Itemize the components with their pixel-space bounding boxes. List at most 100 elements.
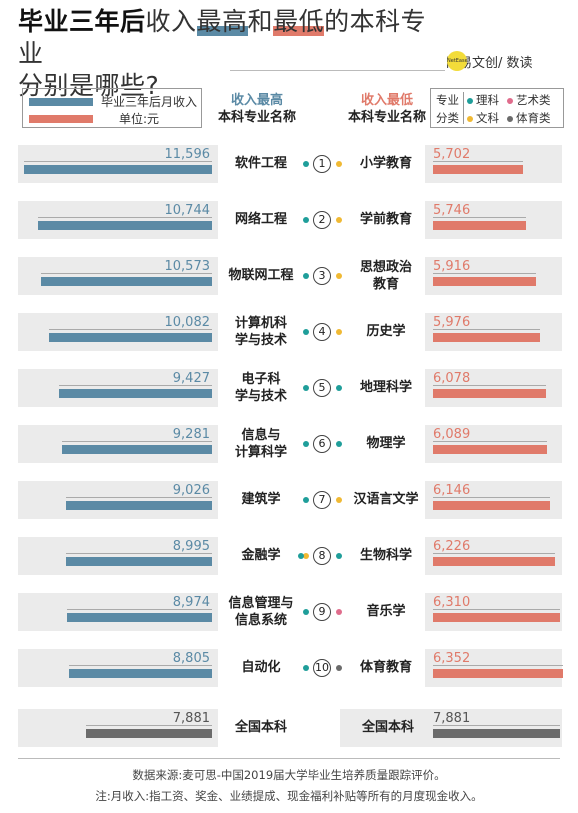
high-bar [24,165,212,174]
high-category-dot [303,329,309,335]
low-bar [433,501,550,510]
high-major-name: 信息与 计算科学 [234,428,287,460]
low-value-label: 5,916 [433,259,471,274]
row-panel-left [18,201,218,239]
header-lowest: 收入最低 本科专业名称 [340,92,434,126]
low-value-label: 6,078 [433,371,471,386]
low-category-dot [336,497,342,503]
low-category-dot [336,329,342,335]
high-value-line [69,665,212,666]
high-major-name: 软件工程 [234,156,287,171]
high-value-label: 9,026 [172,483,210,498]
rank-circle: 7 [313,491,331,509]
row-panel-right [425,313,562,351]
row-panel-left [18,537,218,575]
high-major-name: 物联网工程 [228,268,294,283]
low-bar [433,277,536,286]
high-category-dot [303,497,309,503]
low-category-dot [336,161,342,167]
brand-right: / 数读 [498,55,533,71]
low-category-dot [336,553,342,559]
row-panel-left [18,425,218,463]
high-bar [66,501,212,510]
legend-low-row: 单位:元 [29,110,159,127]
row-panel-right [425,369,562,407]
legend-unit-label: 单位:元 [119,112,160,126]
low-value-line [433,665,563,666]
brand-dot: NetEase [447,51,468,71]
high-bar [67,613,212,622]
low-major-name: 思想政治 教育 [359,260,412,292]
row-panel-left [18,593,218,631]
high-bar [59,389,212,398]
title-part-1: 收入 [145,7,197,36]
category-dot-arts [507,97,513,104]
high-value-line [66,497,212,498]
title-divider [230,70,445,71]
footer-note: 注:月收入:指工资、奖金、业绩提成、现金福利补贴等所有的月度现金收入。 [95,789,483,803]
high-value-label: 10,082 [164,315,211,330]
low-category-dot [336,609,342,615]
low-bar [433,669,563,678]
low-category-dot [336,441,342,447]
low-major-name: 汉语言文学 [353,492,419,507]
row-panel-right [425,257,562,295]
low-value-label: 6,310 [433,595,471,610]
high-major-name: 电子科 学与技术 [234,372,287,404]
row-panel-left [18,481,218,519]
category-name-liberal-arts: 文科 [476,111,499,125]
high-value-line [66,553,212,554]
low-bar [433,221,526,230]
category-label-2: 分类 [436,111,459,125]
low-major-name: 学前教育 [359,212,412,227]
low-value-label: 6,089 [433,427,471,442]
low-value-line [433,329,540,330]
low-bar [433,445,547,454]
national-left-value: 7,881 [172,711,210,726]
national-right-name: 全国本科 [361,720,414,735]
high-value-label: 10,573 [164,259,211,274]
high-category-dot [303,217,309,223]
high-value-line [59,385,212,386]
low-major-name: 历史学 [366,324,406,339]
national-left-line [86,725,212,726]
high-value-line [67,609,212,610]
high-major-name: 金融学 [241,548,281,563]
high-major-name: 计算机科 学与技术 [234,316,287,348]
high-value-label: 9,427 [172,371,210,386]
low-bar [433,557,555,566]
high-category-dot [303,385,309,391]
category-item-science: 理科 [467,92,499,108]
high-category-dot [303,609,309,615]
header-lowest-line-2: 本科专业名称 [347,110,426,125]
row-panel-right [425,145,562,183]
low-major-name: 体育教育 [359,660,412,675]
header-highest: 收入最高 本科专业名称 [210,92,304,126]
legend-high-swatch [29,97,93,106]
national-left-name: 全国本科 [234,720,287,735]
category-item-arts: 艺术类 [507,92,551,108]
rank-circle: 2 [313,211,331,229]
high-bar [66,557,212,566]
row-panel-left [18,145,218,183]
row-panel-left [18,257,218,295]
category-label-1: 专业 [436,93,459,107]
header-lowest-line-1: 收入最低 [360,93,413,108]
high-value-line [41,273,212,274]
high-value-line [24,161,212,162]
national-right-bar [433,729,560,738]
low-value-label: 6,226 [433,539,471,554]
low-major-name: 小学教育 [359,156,412,171]
low-value-line [433,441,547,442]
high-category-dot [303,273,309,279]
row-panel-right [425,425,562,463]
row-panel-right [425,593,562,631]
rank-circle: 3 [313,267,331,285]
category-item-sports: 体育类 [507,110,551,126]
low-value-line [433,273,536,274]
high-value-line [62,441,212,442]
national-panel-right [340,709,562,747]
low-bar [433,333,540,342]
low-category-dot [336,665,342,671]
category-dot-liberal-arts [467,115,473,122]
